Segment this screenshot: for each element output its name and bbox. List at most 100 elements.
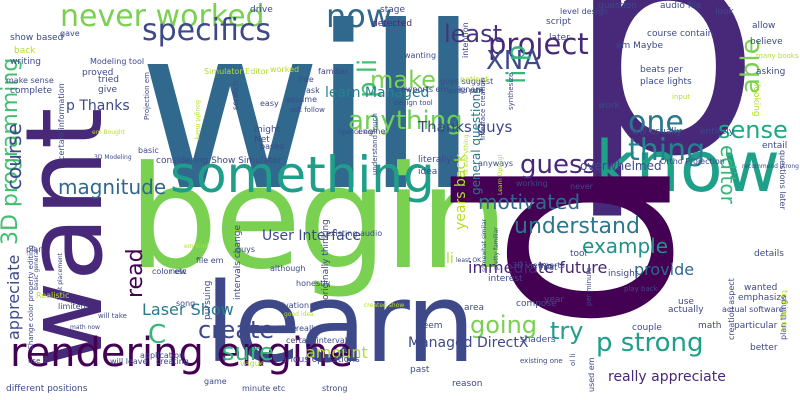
word: Realistic (36, 291, 70, 300)
word: will usually (632, 127, 682, 137)
word: per minute (585, 267, 593, 306)
word: creation aspect (727, 278, 736, 340)
word: begin (128, 136, 509, 301)
word: many books (756, 52, 799, 60)
word: gave (60, 29, 80, 38)
word: em Maybe (616, 41, 664, 51)
word: really (296, 324, 319, 333)
word: scratch (231, 80, 240, 110)
word: p strong (596, 328, 704, 358)
word: interest (488, 274, 523, 284)
word: least OK (456, 257, 482, 264)
word: ask (306, 86, 320, 95)
word: particular (734, 321, 778, 331)
word: course contain (647, 29, 714, 39)
word: wanted (744, 283, 778, 293)
word: free (298, 75, 314, 84)
word: created show (364, 302, 405, 309)
word: example (582, 234, 669, 258)
word: emphasize (738, 293, 787, 303)
word: overwhelmed (580, 159, 662, 173)
word: thing (628, 133, 706, 168)
word: design tool (394, 99, 433, 107)
word: back (14, 46, 36, 56)
word: used em (587, 357, 596, 393)
word: motivation (266, 301, 310, 310)
word: anything (348, 106, 463, 136)
word: understand much (371, 113, 379, 175)
word: level design (560, 7, 609, 16)
word: Net (254, 135, 270, 145)
word: really appreciate (608, 369, 726, 385)
word: actually (668, 305, 704, 315)
word: based (260, 142, 285, 151)
word: going (470, 311, 538, 339)
word: Ortho Projection (660, 157, 725, 166)
word: honestly (296, 279, 331, 288)
word: appreciate (4, 254, 23, 340)
word: p Thanks (66, 98, 130, 114)
word: editor (716, 145, 740, 204)
word: C (148, 320, 167, 350)
word: understand (514, 214, 640, 239)
word: Laser Show (142, 300, 234, 319)
word: allow (752, 21, 776, 31)
word: anyways (478, 159, 514, 168)
word: wanting (404, 51, 437, 60)
word: sense (718, 116, 788, 144)
word: past (410, 365, 430, 375)
word: intention (461, 22, 470, 58)
word: better (750, 343, 778, 353)
word: use (678, 297, 694, 307)
word: synthesize (507, 72, 515, 110)
word: course (2, 123, 26, 190)
word: make sense (6, 76, 54, 85)
word: color etc (152, 267, 187, 276)
word: li (446, 251, 454, 267)
word: XNA (486, 46, 542, 76)
word: various operations (276, 355, 360, 365)
word: audio file (660, 1, 702, 11)
word: strong (322, 384, 348, 393)
word: one (628, 105, 684, 140)
word: Simulator Editor (204, 67, 269, 76)
word: show based (10, 33, 64, 43)
word: certain intervals (286, 336, 352, 345)
word: pursuing (203, 280, 213, 320)
word: use C (28, 357, 48, 365)
word: game (204, 377, 227, 386)
word: later (549, 33, 570, 43)
word: area (464, 303, 485, 313)
word: fit everything (463, 134, 470, 175)
word: guess (520, 150, 597, 180)
word: start (432, 301, 453, 311)
word: motivated (478, 190, 581, 214)
word: worked (270, 65, 300, 74)
word: input (672, 93, 691, 101)
word: em kind (184, 243, 209, 250)
word: questions later (778, 150, 787, 210)
word: Thanks guys (418, 118, 513, 136)
word: 3D Modeling (94, 154, 132, 161)
word: make (370, 66, 436, 94)
word: learn Managed (325, 85, 430, 101)
word: look (715, 7, 734, 17)
word: p (565, 0, 762, 225)
word: year (544, 295, 565, 305)
word: learn (205, 259, 476, 387)
word: script (546, 17, 572, 27)
word: know (595, 126, 780, 208)
word: read (123, 248, 148, 298)
word: em Bought (92, 129, 125, 136)
word: least (444, 20, 503, 48)
word: certain information (57, 83, 66, 160)
word: Projection em (143, 72, 151, 120)
word: different positions (6, 384, 88, 394)
word: idea (418, 167, 438, 177)
word: insight (608, 269, 639, 279)
word: existing audio (326, 229, 383, 238)
word: considering Show Simulator (156, 156, 282, 166)
word: entail (762, 141, 788, 151)
word: math now (70, 324, 100, 331)
word: rendering engine (10, 330, 353, 376)
